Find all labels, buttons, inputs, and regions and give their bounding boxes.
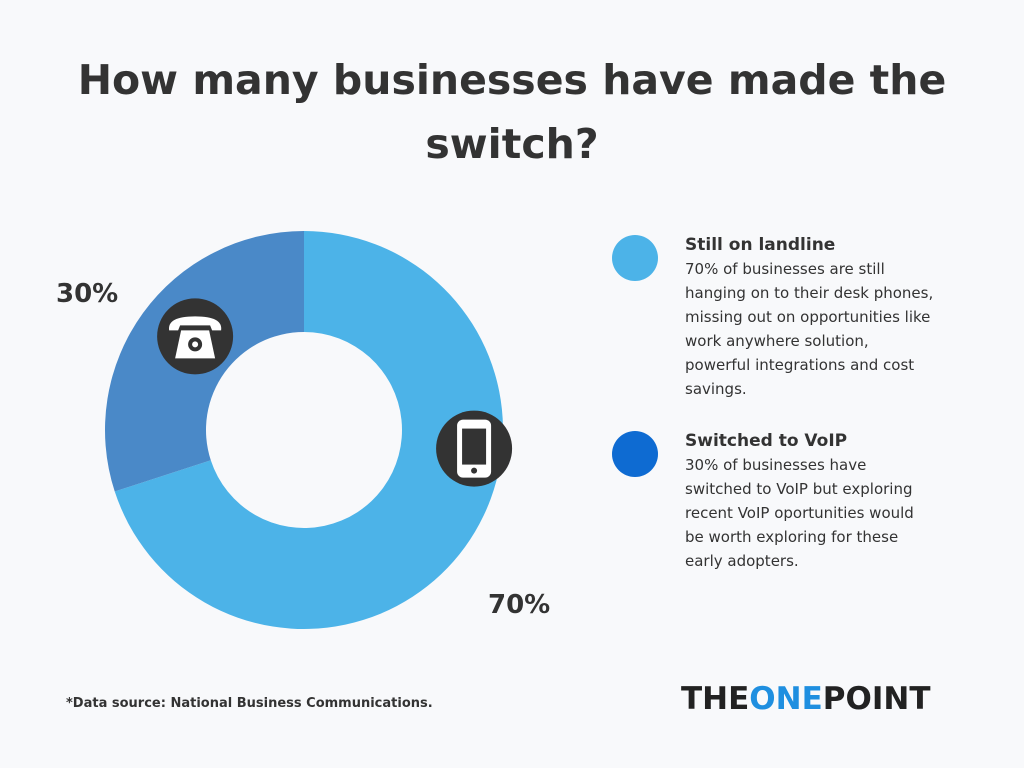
legend-swatch-still-on-landline (612, 235, 658, 281)
legend-desc-line: savings. (685, 380, 747, 398)
legend-desc-line: 30% of businesses have (685, 456, 867, 474)
title-line-2: switch? (425, 120, 599, 168)
legend-text-still-on-landline: Still on landline 70% of businesses are … (685, 233, 965, 401)
legend-desc-line: work anywhere solution, (685, 332, 869, 350)
legend-desc-line: hanging on to their desk phones, (685, 284, 934, 302)
brand-logo: THEONEPOINT (681, 681, 930, 717)
data-source-footnote: *Data source: National Business Communic… (66, 696, 433, 711)
donut-slice-still-on-landline (114, 231, 503, 629)
title-line-1: How many businesses have made the (77, 56, 947, 104)
logo-part-the: THE (681, 681, 750, 717)
legend-heading: Still on landline (685, 235, 836, 255)
legend-desc-line: recent VoIP oportunities would (685, 504, 914, 522)
slice-label-still-on-landline: 70% (488, 590, 551, 620)
page-title: How many businesses have made the switch… (0, 48, 1024, 176)
mobile-phone-icon (436, 410, 513, 487)
legend-description: 70% of businesses are still hanging on t… (685, 257, 965, 401)
legend-desc-line: switched to VoIP but exploring (685, 480, 913, 498)
legend-text-switched-to-voip: Switched to VoIP 30% of businesses have … (685, 429, 965, 573)
slice-label-switched-to-voip: 30% (56, 279, 119, 309)
logo-part-one: ONE (749, 681, 823, 717)
legend-heading: Switched to VoIP (685, 431, 848, 451)
telephone-icon (157, 298, 234, 375)
legend-desc-line: be worth exploring for these (685, 528, 899, 546)
legend-description: 30% of businesses have switched to VoIP … (685, 453, 965, 573)
legend-swatch-switched-to-voip (612, 431, 658, 477)
logo-part-point: POINT (822, 681, 931, 717)
legend-desc-line: 70% of businesses are still (685, 260, 885, 278)
legend-desc-line: powerful integrations and cost (685, 356, 915, 374)
legend-desc-line: missing out on opportunities like (685, 308, 931, 326)
legend-desc-line: early adopters. (685, 552, 799, 570)
